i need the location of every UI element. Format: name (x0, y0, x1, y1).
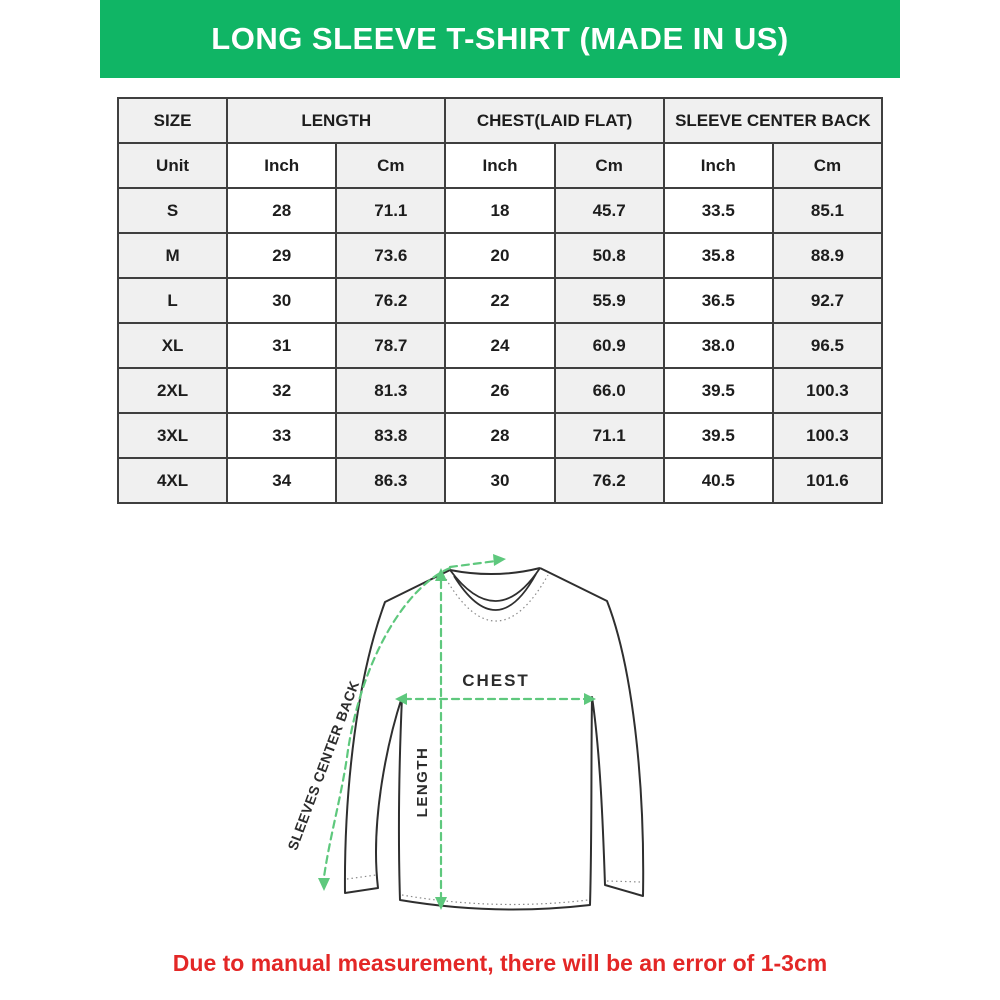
arrowhead-down-icon (435, 897, 447, 910)
value-cell: 85.1 (771, 187, 884, 234)
value-cell: 26 (444, 367, 556, 414)
value-cell: 83.8 (335, 412, 447, 459)
value-cell: 100.3 (771, 367, 884, 414)
value-cell: 28 (444, 412, 556, 459)
arrowhead-up-icon (435, 568, 447, 581)
size-cell: S (116, 187, 229, 234)
table-row: 2XL 32 81.3 26 66.0 39.5 100.3 (116, 367, 884, 414)
measurement-note: Due to manual measurement, there will be… (172, 950, 828, 976)
size-cell: 4XL (116, 457, 229, 504)
arrowhead-down-icon (318, 878, 330, 891)
value-cell: 78.7 (335, 322, 447, 369)
value-cell: 86.3 (335, 457, 447, 504)
value-cell: 34 (226, 457, 338, 504)
value-cell: 71.1 (553, 412, 665, 459)
measurement-arrows (322, 559, 589, 899)
value-cell: 24 (444, 322, 556, 369)
unit-cell: Unit (116, 142, 229, 189)
stitch-seams (346, 574, 642, 906)
value-cell: 30 (444, 457, 556, 504)
table-row: XL 31 78.7 24 60.9 38.0 96.5 (116, 322, 884, 369)
value-cell: 71.1 (335, 187, 447, 234)
value-cell: 31 (226, 322, 338, 369)
value-cell: 76.2 (335, 277, 447, 324)
title-banner: LONG SLEEVE T-SHIRT (MADE IN US) (100, 0, 900, 78)
column-header-size: SIZE (116, 97, 229, 144)
arrowheads (318, 554, 596, 910)
value-cell: 96.5 (771, 322, 884, 369)
value-cell: 33.5 (662, 187, 774, 234)
value-cell: 73.6 (335, 232, 447, 279)
value-cell: 20 (444, 232, 556, 279)
value-cell: 45.7 (553, 187, 665, 234)
value-cell: 39.5 (662, 367, 774, 414)
arrowhead-left-icon (395, 693, 407, 705)
table-row: L 30 76.2 22 55.9 36.5 92.7 (116, 277, 884, 324)
chest-label: CHEST (462, 671, 530, 690)
tshirt-measurement-diagram: CHEST LENGTH SLEEVES CENTER BACK (284, 535, 700, 945)
column-header-sleeve: SLEEVE CENTER BACK (662, 97, 884, 144)
value-cell: 29 (226, 232, 338, 279)
value-cell: 55.9 (553, 277, 665, 324)
value-cell: 36.5 (662, 277, 774, 324)
size-cell: 3XL (116, 412, 229, 459)
table-header-row: SIZE LENGTH CHEST(LAID FLAT) SLEEVE CENT… (116, 97, 884, 144)
arrowhead-right-icon (493, 554, 506, 566)
table-unit-row: Unit Inch Cm Inch Cm Inch Cm (116, 142, 884, 189)
column-header-length: LENGTH (226, 97, 447, 144)
unit-cell: Inch (662, 142, 774, 189)
unit-cell: Cm (771, 142, 884, 189)
value-cell: 60.9 (553, 322, 665, 369)
value-cell: 28 (226, 187, 338, 234)
arrowhead-right-icon (584, 693, 596, 705)
value-cell: 40.5 (662, 457, 774, 504)
column-header-chest: CHEST(LAID FLAT) (444, 97, 665, 144)
value-cell: 35.8 (662, 232, 774, 279)
value-cell: 92.7 (771, 277, 884, 324)
table-row: 3XL 33 83.8 28 71.1 39.5 100.3 (116, 412, 884, 459)
value-cell: 39.5 (662, 412, 774, 459)
sleeve-center-back-line (322, 566, 452, 879)
value-cell: 88.9 (771, 232, 884, 279)
value-cell: 32 (226, 367, 338, 414)
value-cell: 50.8 (553, 232, 665, 279)
value-cell: 30 (226, 277, 338, 324)
value-cell: 18 (444, 187, 556, 234)
value-cell: 38.0 (662, 322, 774, 369)
value-cell: 101.6 (771, 457, 884, 504)
unit-cell: Cm (335, 142, 447, 189)
size-cell: XL (116, 322, 229, 369)
tshirt-outline (343, 567, 645, 911)
table-row: 4XL 34 86.3 30 76.2 40.5 101.6 (116, 457, 884, 504)
size-cell: M (116, 232, 229, 279)
table-row: M 29 73.6 20 50.8 35.8 88.9 (116, 232, 884, 279)
shoulder-arrow-line (448, 559, 498, 569)
size-chart-table: SIZE LENGTH CHEST(LAID FLAT) SLEEVE CENT… (116, 97, 884, 504)
unit-cell: Inch (226, 142, 338, 189)
size-cell: 2XL (116, 367, 229, 414)
unit-cell: Inch (444, 142, 556, 189)
value-cell: 76.2 (553, 457, 665, 504)
size-cell: L (116, 277, 229, 324)
value-cell: 22 (444, 277, 556, 324)
value-cell: 81.3 (335, 367, 447, 414)
value-cell: 100.3 (771, 412, 884, 459)
value-cell: 66.0 (553, 367, 665, 414)
page-title: LONG SLEEVE T-SHIRT (MADE IN US) (211, 21, 789, 56)
length-label: LENGTH (414, 747, 431, 818)
table-row: S 28 71.1 18 45.7 33.5 85.1 (116, 187, 884, 234)
value-cell: 33 (226, 412, 338, 459)
unit-cell: Cm (553, 142, 665, 189)
